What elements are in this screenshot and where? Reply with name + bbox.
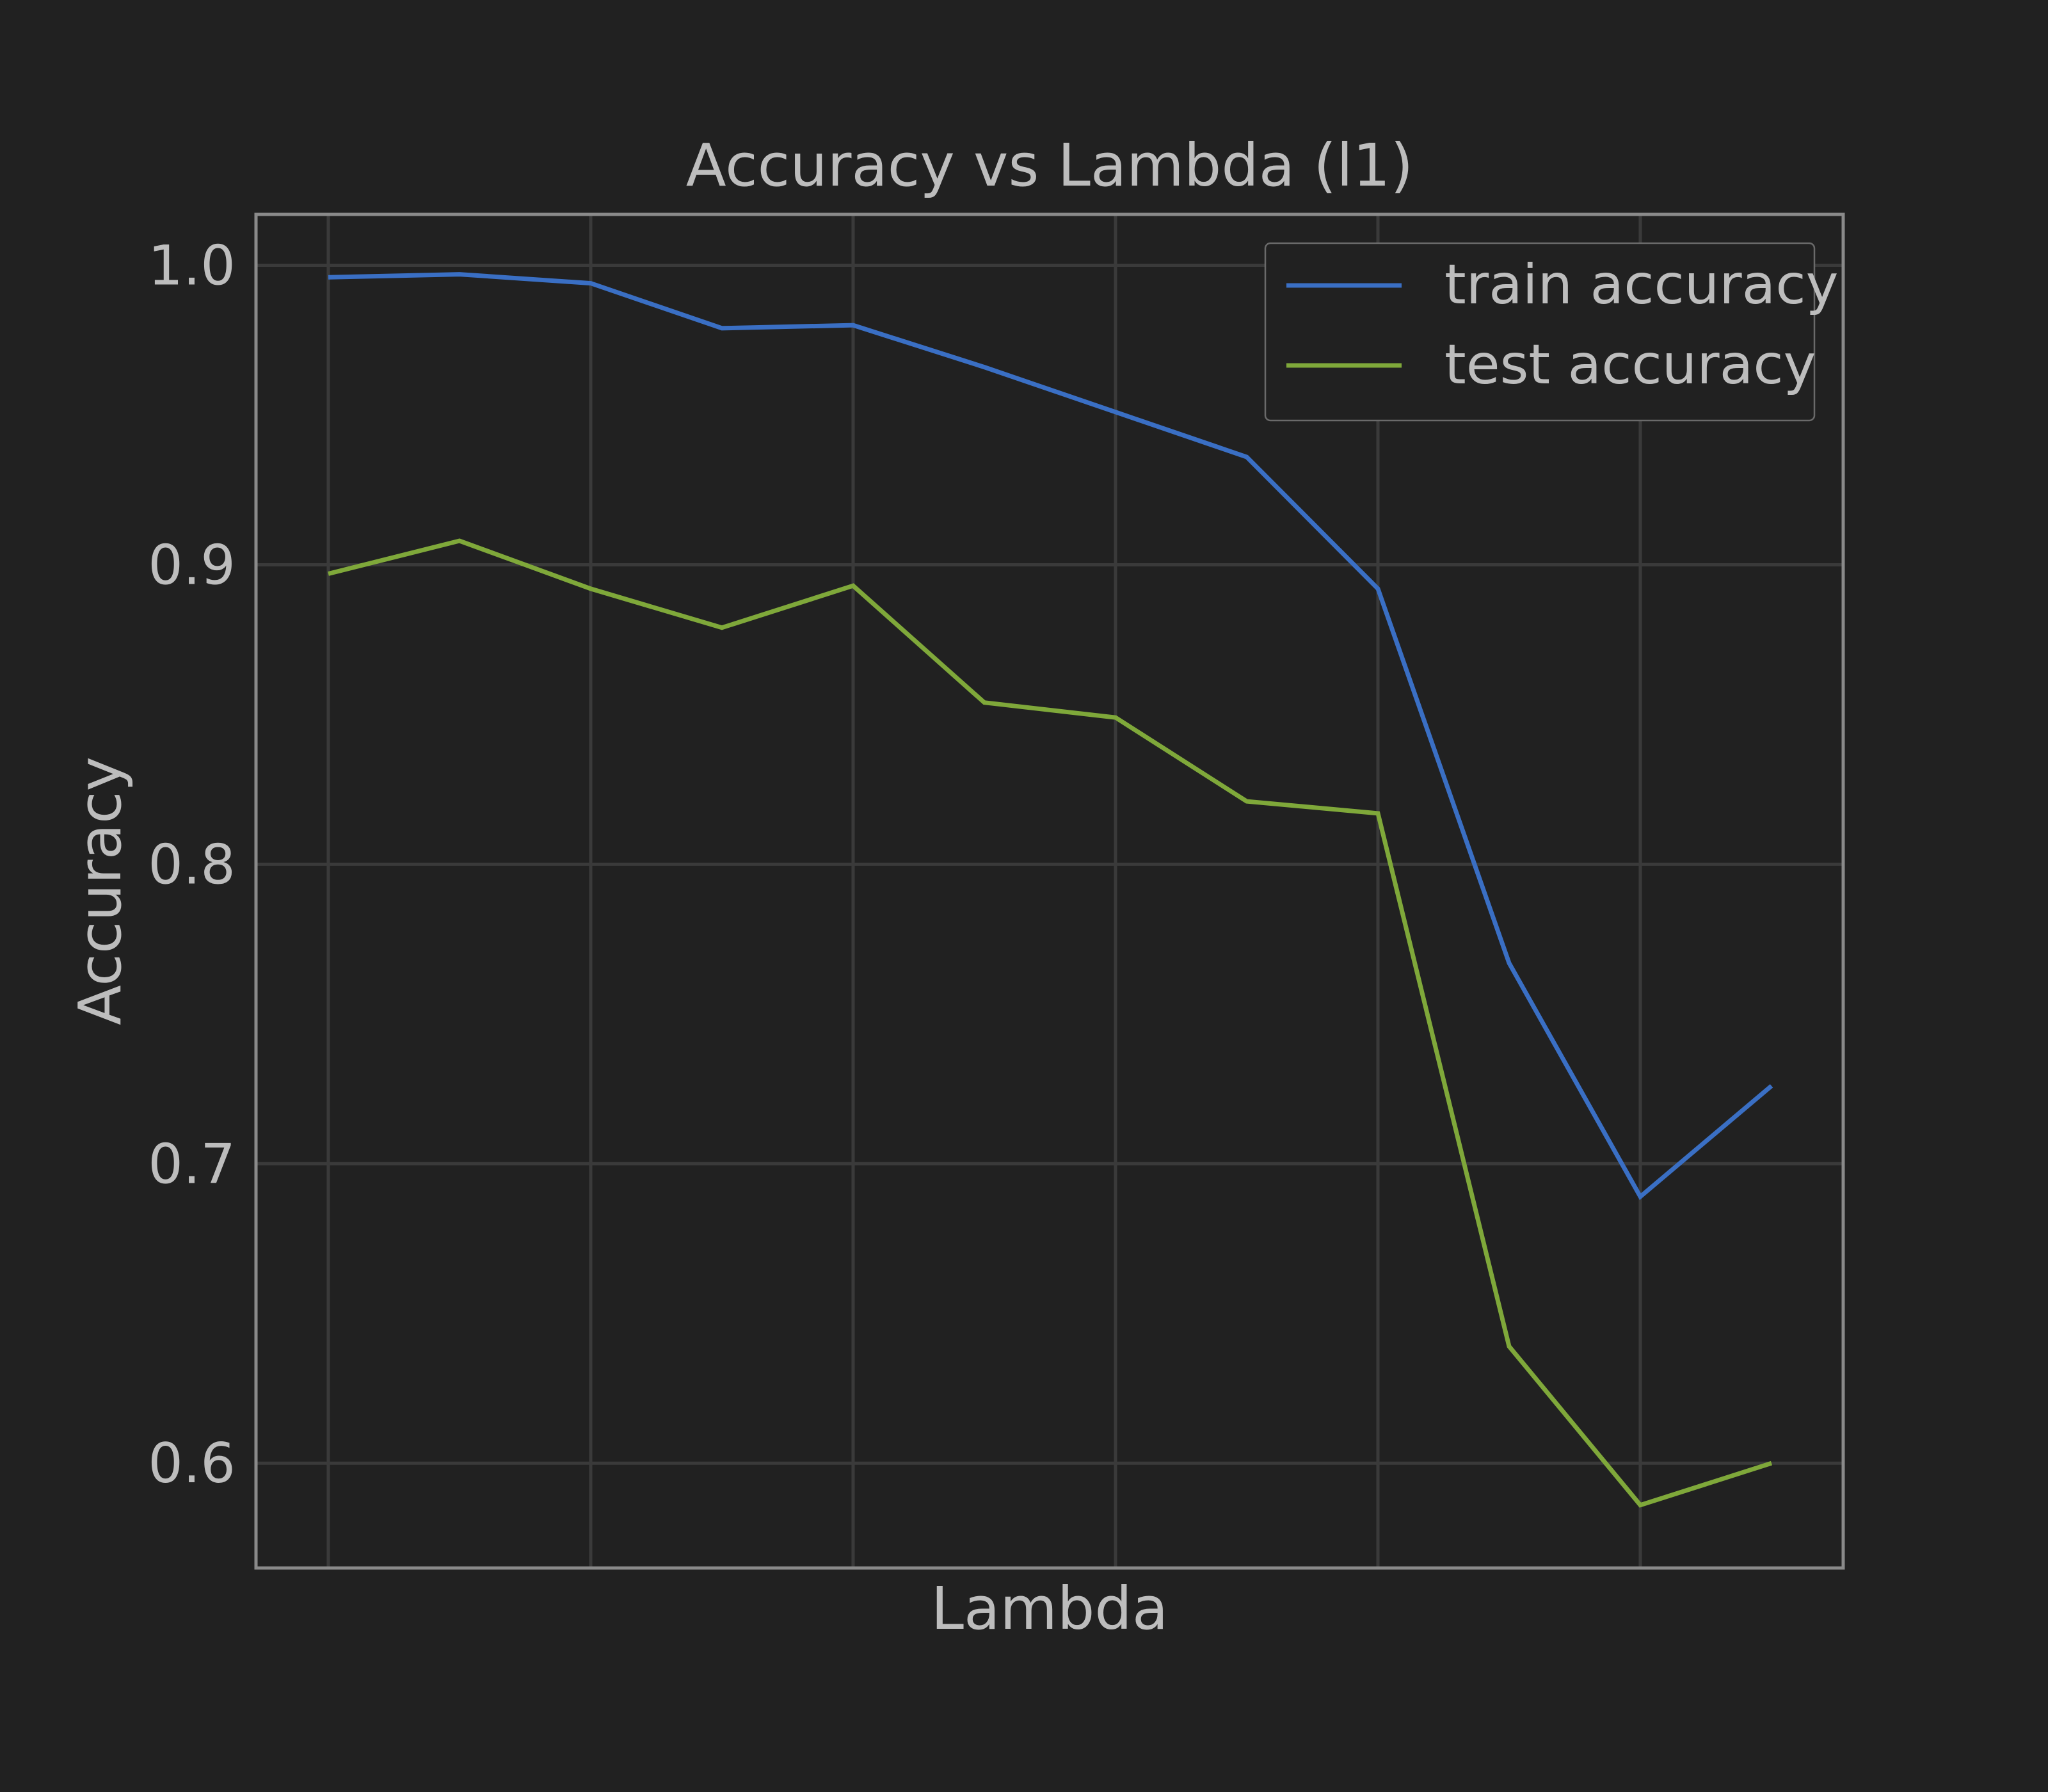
legend: train accuracy test accuracy bbox=[1264, 242, 1839, 422]
y-tick-label: 0.8 bbox=[148, 833, 236, 897]
series-line-1 bbox=[328, 538, 1773, 1508]
legend-label-test: test accuracy bbox=[1444, 333, 1816, 397]
y-tick-label: 0.9 bbox=[148, 533, 236, 597]
x-axis-label: Lambda bbox=[931, 1574, 1168, 1643]
series-lines bbox=[328, 272, 1773, 1508]
chart-title: Accuracy vs Lambda (l1) bbox=[686, 131, 1413, 200]
plot-frame bbox=[254, 212, 1845, 1570]
y-tick-label: 1.0 bbox=[148, 234, 236, 298]
y-tick-labels: 0.6 0.7 0.8 0.9 1.0 bbox=[148, 234, 236, 1496]
legend-box bbox=[1264, 242, 1816, 422]
legend-label-train: train accuracy bbox=[1444, 253, 1839, 317]
y-axis-label: Accuracy bbox=[66, 756, 134, 1025]
y-tick-label: 0.6 bbox=[148, 1432, 236, 1496]
y-tick-label: 0.7 bbox=[148, 1132, 236, 1196]
series-line-0 bbox=[328, 272, 1773, 1201]
